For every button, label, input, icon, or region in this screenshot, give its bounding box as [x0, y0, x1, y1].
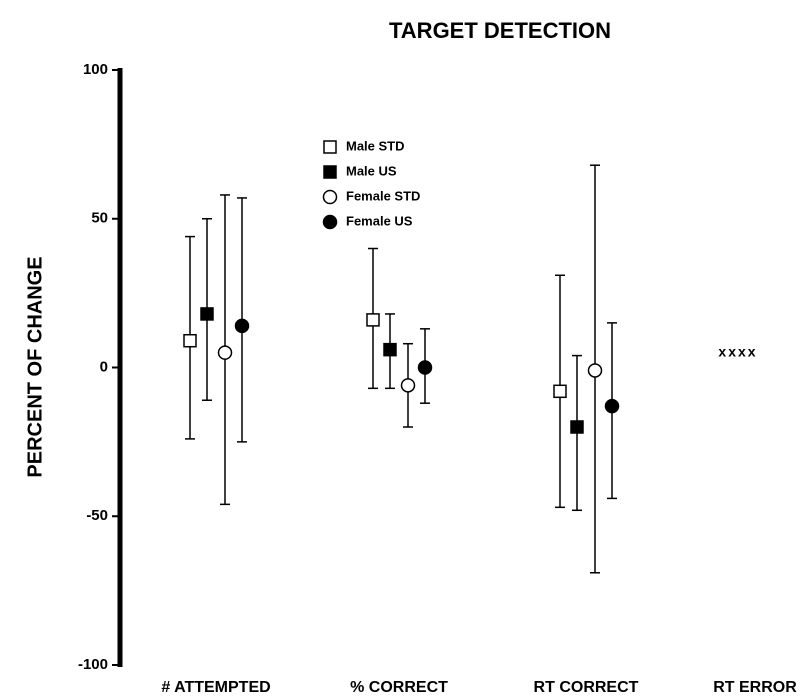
y-tick-label: 50 [91, 210, 108, 227]
legend-label: Male STD [346, 138, 405, 153]
legend-label: Female US [346, 213, 413, 228]
data-point [200, 307, 214, 321]
x-tick-label: RT ERROR [713, 679, 797, 696]
legend-marker [322, 189, 338, 205]
y-tick-label: -50 [86, 507, 108, 524]
y-tick-label: 100 [83, 61, 108, 78]
x-tick-label: # ATTEMPTED [161, 679, 270, 696]
data-point [366, 313, 380, 327]
x-tick-label: RT CORRECT [534, 679, 639, 696]
legend-marker [323, 140, 337, 154]
annotation: xxxx [718, 344, 757, 360]
legend-label: Male US [346, 163, 397, 178]
data-point [587, 363, 603, 378]
data-point [217, 345, 233, 360]
data-point [183, 333, 197, 348]
data-point [570, 420, 584, 434]
legend-marker [323, 165, 337, 179]
data-point [604, 398, 620, 414]
y-tick-label: -100 [78, 656, 108, 673]
data-point [553, 384, 567, 399]
legend-marker [322, 214, 338, 230]
data-point [383, 342, 397, 357]
legend-label: Female STD [346, 188, 420, 203]
chart-title: TARGET DETECTION [389, 18, 611, 43]
y-tick-label: 0 [100, 358, 108, 375]
data-point [400, 378, 416, 393]
y-axis-label: PERCENT OF CHANGE [24, 256, 46, 477]
x-tick-label: % CORRECT [350, 679, 448, 696]
data-point [417, 360, 433, 375]
data-point [234, 318, 250, 334]
